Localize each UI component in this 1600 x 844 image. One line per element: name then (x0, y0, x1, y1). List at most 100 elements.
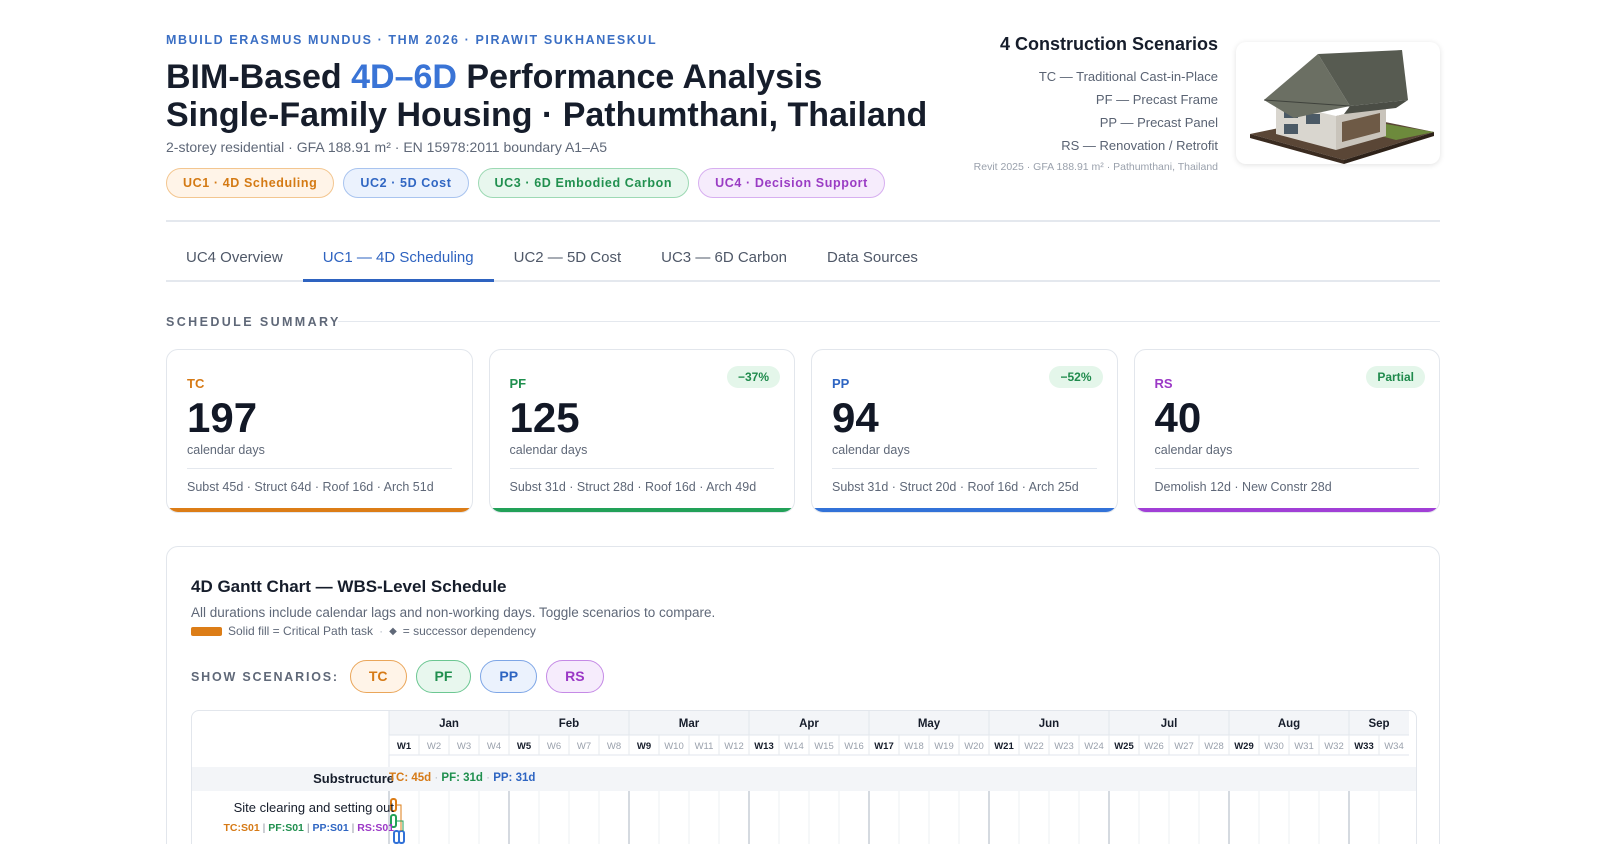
card-divider (509, 468, 774, 469)
section-rule (338, 321, 1440, 322)
diamond-icon: ◆ (389, 625, 397, 637)
legend-critical-text: Solid fill = Critical Path task (228, 624, 374, 638)
week-label: W26 (1144, 741, 1164, 752)
tab-uc2-5d-cost[interactable]: UC2 — 5D Cost (513, 249, 622, 266)
week-label: W22 (1024, 741, 1044, 752)
week-label: W20 (964, 741, 984, 752)
week-label: W31 (1294, 741, 1314, 752)
card-breakdown: Subst 45d · Struct 64d · Roof 16d · Arch… (187, 480, 434, 494)
week-label: W2 (427, 741, 441, 752)
card-code: PP (832, 376, 850, 391)
card-accent-bar (812, 508, 1117, 512)
scenario-tc-desc: TC — Traditional Cast-in-Place (1038, 69, 1218, 84)
toggle-tc-button[interactable]: TC (349, 660, 407, 693)
card-divider (832, 468, 1097, 469)
card-days: 197 (187, 394, 258, 441)
card-breakdown: Demolish 12d · New Constr 28d (1154, 480, 1332, 494)
week-label: W8 (607, 741, 621, 752)
header-divider (166, 220, 1440, 222)
week-label: W29 (1234, 741, 1254, 752)
code-sep: | (262, 822, 266, 834)
legend-successor-text: = successor dependency (402, 624, 536, 638)
gantt-legend: Solid fill = Critical Path task · ◆ = su… (191, 624, 536, 638)
group-tc-duration: TC: 45d (389, 772, 432, 784)
tab-uc1-4d-scheduling[interactable]: UC1 — 4D Scheduling (302, 240, 494, 282)
gantt-title: 4D Gantt Chart — WBS-Level Schedule (191, 577, 507, 596)
wbs-group-label: Substructure (313, 771, 394, 786)
house-render-image (1250, 50, 1434, 164)
card-code: RS (1154, 376, 1173, 391)
month-label: Sep (1368, 718, 1389, 730)
month-label: Jun (1039, 718, 1059, 730)
week-label: W33 (1354, 741, 1374, 752)
title-part-a: BIM-Based (166, 58, 352, 96)
summary-card-tc: TC 197 calendar days Subst 45d · Struct … (166, 349, 473, 513)
week-label: W1 (397, 741, 412, 752)
tag-uc4: UC4 · Decision Support (698, 168, 885, 198)
week-label: W21 (994, 741, 1014, 752)
wbs-group-durations: TC: 45d · PF: 31d · PP: 31d (389, 772, 535, 784)
task-code-pp: PP:S01 (312, 822, 349, 834)
scenario-pp-desc: PP — Precast Panel (1099, 115, 1218, 130)
group-pf-duration: PF: 31d (441, 772, 483, 784)
card-days: 125 (509, 394, 580, 441)
wbs-group-band (192, 767, 1416, 791)
group-sep: · (434, 772, 439, 784)
tag-uc1: UC1 · 4D Scheduling (166, 168, 335, 198)
tab-bar: UC4 Overview UC1 — 4D Scheduling UC2 — 5… (166, 240, 1440, 282)
card-unit: calendar days (187, 443, 265, 457)
week-label: W19 (934, 741, 954, 752)
week-label: W6 (547, 741, 561, 752)
month-label: Aug (1278, 718, 1300, 730)
show-scenarios-label: SHOW SCENARIOS: (191, 669, 339, 684)
month-label: May (918, 718, 941, 730)
dependency-link (396, 820, 404, 831)
scenarios-heading: 4 Construction Scenarios (999, 34, 1218, 54)
month-label: Feb (559, 718, 579, 730)
scenario-pf-desc: PF — Precast Frame (1095, 92, 1218, 107)
week-label: W12 (724, 741, 744, 752)
week-label: W5 (517, 741, 532, 752)
card-days: 40 (1154, 394, 1202, 441)
card-unit: calendar days (1154, 443, 1233, 457)
scenarios-panel: 4 Construction Scenarios TC — Traditiona… (974, 34, 1218, 173)
legend-separator: · (379, 624, 384, 638)
card-breakdown: Subst 31d · Struct 28d · Roof 16d · Arch… (509, 480, 757, 494)
card-accent-bar (489, 508, 794, 512)
week-label: W23 (1054, 741, 1074, 752)
week-label: W30 (1264, 741, 1284, 752)
gantt-description: All durations include calendar lags and … (191, 605, 716, 620)
week-label: W4 (487, 741, 501, 752)
tab-uc3-6d-carbon[interactable]: UC3 — 6D Carbon (661, 249, 788, 266)
summary-card-pf: −37% PF 125 calendar days Subst 31d · St… (488, 349, 795, 513)
scenario-toggles: SHOW SCENARIOS: TC PF PP RS (191, 660, 604, 693)
card-reduction-badge: −52% (1049, 366, 1103, 388)
house-model-thumbnail (1236, 42, 1440, 164)
code-sep: | (351, 822, 355, 834)
card-divider (187, 468, 452, 469)
task-bar-pp-2 (398, 830, 405, 844)
gantt-chart: W1 W2 W3 W4 W5 W6 W7 W8 W9 W10 W11 W12 W13 W14 W15 W16 W… (191, 710, 1417, 844)
toggle-rs-button[interactable]: RS (546, 660, 604, 693)
gantt-grid: W1 W2 W3 W4 W5 W6 W7 W8 W9 W10 W11 W12 W13 W14 W15 W16 W… (192, 711, 1416, 844)
card-accent-bar (167, 508, 472, 512)
toggle-pp-button[interactable]: PP (480, 660, 538, 693)
week-label: W32 (1324, 741, 1344, 752)
card-breakdown: Subst 31d · Struct 20d · Roof 16d · Arch… (832, 480, 1079, 494)
week-label: W14 (784, 741, 804, 752)
tab-uc4-overview[interactable]: UC4 Overview (186, 249, 283, 266)
page-title: BIM-Based 4D–6D Performance Analysis Sin… (166, 58, 927, 134)
section-label-schedule-summary: SCHEDULE SUMMARY (166, 315, 341, 329)
task-code-pf: PF:S01 (268, 822, 304, 834)
tag-uc2: UC2 · 5D Cost (343, 168, 469, 198)
title-line2: Single-Family Housing · Pathumthani, Tha… (166, 96, 928, 134)
card-partial-badge: Partial (1366, 366, 1425, 388)
toggle-pf-button[interactable]: PF (415, 660, 472, 693)
title-accent: 4D–6D (351, 58, 457, 96)
card-accent-bar (1134, 508, 1439, 512)
week-label: W24 (1084, 741, 1104, 752)
task-codes: TC:S01 | PF:S01 | PP:S01 | RS:S01 (224, 822, 394, 834)
tab-data-sources[interactable]: Data Sources (827, 249, 918, 266)
week-label: W18 (904, 741, 924, 752)
task-label: Site clearing and setting out (233, 800, 394, 815)
